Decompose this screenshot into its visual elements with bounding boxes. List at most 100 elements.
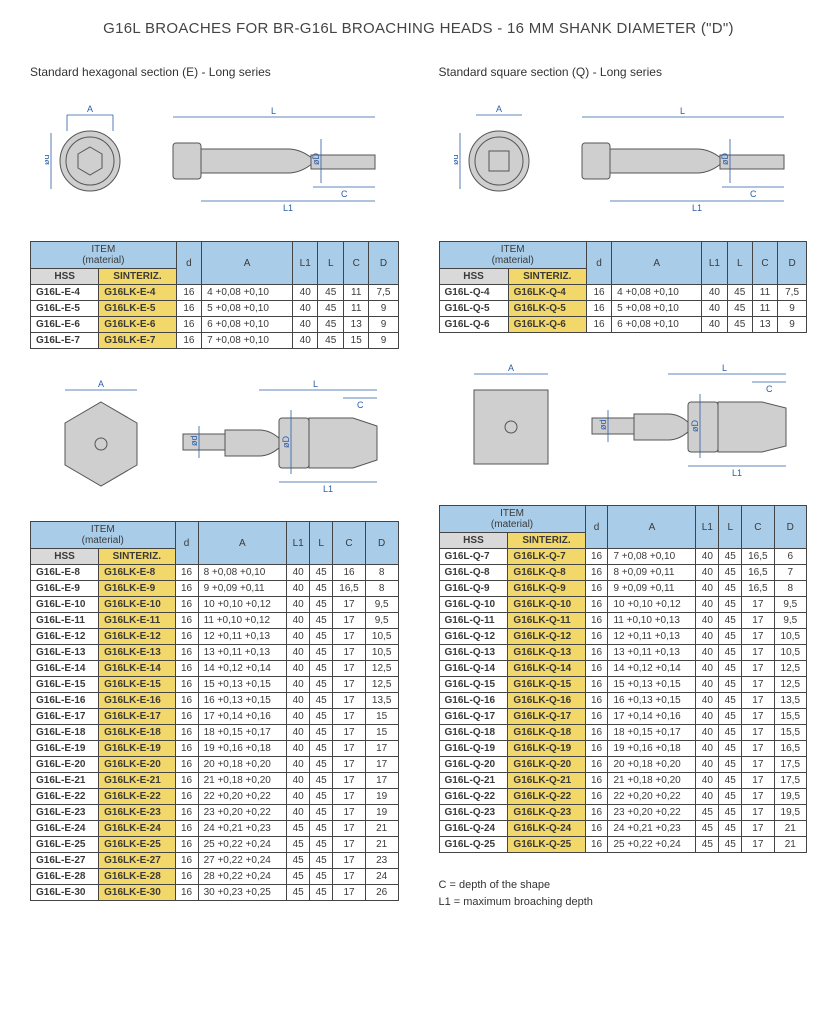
cell-l1: 45 [696,805,719,821]
left-table-2: ITEM (material) d A L1 L C D HSS SINTERI… [30,521,399,901]
cell-l: 45 [310,725,333,741]
cell-l1: 40 [287,661,310,677]
cell-sint: G16LK-Q-15 [508,677,585,693]
cell-a: 19 +0,16 +0,18 [608,741,696,757]
cell-sint: G16LK-E-10 [99,597,175,613]
cell-a: 20 +0,18 +0,20 [198,757,287,773]
cell-c: 17 [333,597,366,613]
hex-large-end-icon: A [45,378,155,498]
cell-bigd: 15,5 [774,725,806,741]
cell-d: 16 [586,301,611,317]
right-column: Standard square section (Q) - Long serie… [439,65,808,925]
cell-l1: 40 [287,693,310,709]
right-table-2: ITEM (material) d A L1 L C D HSS SINTERI… [439,505,808,853]
cell-l1: 40 [287,613,310,629]
svg-text:ød: ød [598,419,608,430]
cell-d: 16 [585,549,608,565]
cell-bigd: 9,5 [774,613,806,629]
cell-l1: 40 [293,317,318,333]
cell-l: 45 [310,581,333,597]
cell-a: 21 +0,18 +0,20 [608,773,696,789]
col-item: ITEM (material) [31,242,177,269]
cell-c: 17 [742,677,774,693]
cell-a: 6 +0,08 +0,10 [202,317,293,333]
cell-c: 17 [742,741,774,757]
cell-l1: 40 [696,565,719,581]
cell-d: 16 [585,693,608,709]
cell-l1: 45 [696,837,719,853]
cell-d: 16 [175,773,198,789]
cell-hss: G16L-E-25 [31,837,99,853]
cell-l: 45 [719,789,742,805]
cell-l1: 40 [696,661,719,677]
cell-sint: G16LK-Q-13 [508,645,585,661]
table-row: G16L-E-28G16LK-E-281628 +0,22 +0,2445451… [31,869,399,885]
cell-bigd: 15 [365,709,398,725]
cell-bigd: 8 [365,581,398,597]
cell-l1: 40 [287,581,310,597]
cell-l1: 40 [287,709,310,725]
cell-l: 45 [310,613,333,629]
cell-sint: G16LK-E-22 [99,789,175,805]
cell-d: 16 [585,661,608,677]
cell-l: 45 [719,709,742,725]
cell-c: 15 [343,333,368,349]
cell-d: 16 [175,837,198,853]
cell-c: 17 [742,757,774,773]
cell-bigd: 9,5 [365,613,398,629]
cell-sint: G16LK-Q-12 [508,629,585,645]
svg-text:ød: ød [454,154,460,165]
cell-d: 16 [585,837,608,853]
cell-hss: G16L-E-16 [31,693,99,709]
cell-hss: G16L-Q-19 [439,741,508,757]
cell-hss: G16L-Q-25 [439,837,508,853]
cell-a: 17 +0,14 +0,16 [198,709,287,725]
cell-sint: G16LK-E-6 [99,317,176,333]
cell-hss: G16L-E-12 [31,629,99,645]
table-row: G16L-E-12G16LK-E-121612 +0,11 +0,1340451… [31,629,399,645]
table-row: G16L-E-6G16LK-E-6166 +0,08 +0,104045139 [31,317,399,333]
cell-a: 7 +0,08 +0,10 [202,333,293,349]
cell-bigd: 9 [778,317,807,333]
cell-c: 11 [752,285,777,301]
cell-c: 11 [752,301,777,317]
cell-a: 11 +0,10 +0,12 [198,613,287,629]
cell-hss: G16L-E-15 [31,677,99,693]
cell-bigd: 8 [365,565,398,581]
cell-a: 14 +0,12 +0,14 [198,661,287,677]
sq-side-view-icon: L øD C L1 [562,103,792,213]
cell-sint: G16LK-Q-4 [508,285,586,301]
cell-l: 45 [310,741,333,757]
cell-bigd: 12,5 [365,661,398,677]
cell-bigd: 21 [365,837,398,853]
sq-large-end-icon: A [454,362,564,482]
cell-a: 22 +0,20 +0,22 [198,789,287,805]
cell-d: 16 [175,853,198,869]
cell-c: 17 [333,645,366,661]
cell-hss: G16L-Q-13 [439,645,508,661]
cell-l1: 40 [287,789,310,805]
cell-c: 11 [343,301,368,317]
cell-hss: G16L-E-22 [31,789,99,805]
cell-c: 17 [333,853,366,869]
cell-l: 45 [310,805,333,821]
cell-bigd: 9 [369,301,398,317]
table-row: G16L-Q-15G16LK-Q-151615 +0,13 +0,1540451… [439,677,807,693]
cell-hss: G16L-Q-18 [439,725,508,741]
svg-text:L: L [680,106,685,116]
hex-large-side-icon: L C øD ød L1 [173,378,383,498]
table-row: G16L-Q-7G16LK-Q-7167 +0,08 +0,10404516,5… [439,549,807,565]
cell-c: 17 [333,773,366,789]
svg-text:C: C [341,189,348,199]
cell-hss: G16L-E-13 [31,645,99,661]
cell-hss: G16L-E-24 [31,821,99,837]
table-row: G16L-E-27G16LK-E-271627 +0,22 +0,2445451… [31,853,399,869]
cell-l: 45 [727,317,752,333]
cell-hss: G16L-E-6 [31,317,99,333]
cell-hss: G16L-E-14 [31,661,99,677]
cell-l1: 40 [696,677,719,693]
cell-d: 16 [175,709,198,725]
cell-bigd: 15,5 [774,709,806,725]
cell-c: 16 [333,565,366,581]
cell-l1: 40 [293,285,318,301]
